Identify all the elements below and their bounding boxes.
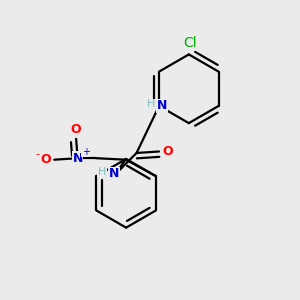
Text: H: H bbox=[147, 100, 155, 110]
Text: H: H bbox=[98, 167, 106, 177]
Text: -: - bbox=[36, 149, 40, 159]
Text: N: N bbox=[109, 167, 119, 180]
Text: O: O bbox=[162, 145, 172, 158]
Text: Cl: Cl bbox=[184, 36, 197, 50]
Text: N: N bbox=[157, 100, 167, 112]
Text: N: N bbox=[72, 152, 83, 165]
Text: +: + bbox=[82, 147, 90, 157]
Text: O: O bbox=[71, 123, 81, 136]
Text: O: O bbox=[40, 153, 51, 166]
